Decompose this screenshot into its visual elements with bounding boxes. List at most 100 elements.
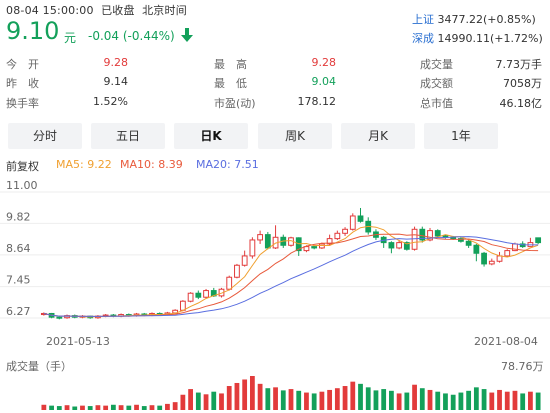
volume-bar bbox=[296, 390, 302, 410]
quote-header: 08-04 15:00:00 已收盘 北京时间 bbox=[6, 2, 187, 18]
index-name: 深成 bbox=[412, 32, 434, 45]
candle-body bbox=[264, 234, 271, 249]
ma20-line bbox=[43, 236, 539, 317]
kline-chart[interactable]: 11.00 9.82 8.64 7.45 6.27 2021-05-13 2021-08… bbox=[0, 178, 550, 413]
y-tick-label: 11.00 bbox=[6, 179, 38, 192]
index-shanghai[interactable]: 上证 3477.22(+0.85%) bbox=[412, 11, 536, 27]
volume-bar bbox=[195, 392, 201, 410]
volume-bar bbox=[466, 390, 472, 410]
candle-body bbox=[481, 252, 487, 265]
price-change: -0.04 (-0.44%) bbox=[88, 29, 175, 43]
quote-value: 9.04 bbox=[311, 75, 337, 88]
candle-body bbox=[226, 276, 233, 290]
volume-bar bbox=[458, 392, 464, 410]
volume-bar bbox=[80, 405, 85, 410]
price-unit: 元 bbox=[64, 31, 77, 45]
current-price: 9.10 bbox=[6, 17, 60, 45]
volume-bar bbox=[219, 393, 224, 410]
y-tick-label: 7.45 bbox=[6, 274, 31, 287]
candle-body bbox=[396, 242, 403, 249]
datetime: 08-04 15:00:00 bbox=[6, 4, 94, 17]
candle-body bbox=[403, 242, 410, 250]
volume-bar bbox=[226, 386, 232, 410]
x-label-start: 2021-05-13 bbox=[46, 335, 110, 348]
volume-bar bbox=[481, 389, 487, 410]
volume-bar bbox=[234, 382, 240, 410]
y-tick-label: 6.27 bbox=[6, 305, 31, 318]
volume-bar bbox=[211, 391, 217, 410]
candle-body bbox=[56, 316, 63, 319]
volume-bar bbox=[249, 376, 255, 410]
ma10-legend: MA10: 8.39 bbox=[120, 158, 183, 171]
volume-bars bbox=[41, 376, 541, 410]
quote-label: 换手率 bbox=[6, 97, 39, 110]
volume-bar bbox=[327, 389, 333, 410]
ma-lines bbox=[43, 225, 539, 318]
volume-bar bbox=[141, 406, 147, 410]
candle-body bbox=[249, 239, 256, 257]
volume-bar bbox=[358, 383, 363, 410]
volume-bar bbox=[265, 388, 271, 410]
tab-monthly-k[interactable]: 月K bbox=[341, 123, 415, 149]
volume-bar bbox=[49, 405, 54, 410]
volume-bar bbox=[497, 389, 502, 410]
candle-body bbox=[342, 228, 348, 234]
candle-body bbox=[203, 290, 209, 298]
quote-value: 9.14 bbox=[103, 75, 129, 88]
volume-bar bbox=[203, 394, 209, 410]
volume-bar bbox=[443, 393, 448, 410]
volume-bar bbox=[134, 404, 139, 410]
volume-bar bbox=[412, 384, 417, 410]
index-shenzhen[interactable]: 深成 14990.11(+1.72%) bbox=[412, 30, 543, 46]
quote-label: 成交额 bbox=[420, 77, 453, 90]
tab-one-year[interactable]: 1年 bbox=[424, 123, 498, 149]
candle-body bbox=[241, 255, 248, 266]
candle-body bbox=[357, 215, 364, 222]
volume-bar bbox=[72, 406, 78, 410]
volume-bar bbox=[157, 405, 163, 410]
tab-weekly-k[interactable]: 周K bbox=[258, 123, 332, 149]
candle-body bbox=[535, 237, 542, 244]
candle-body bbox=[488, 260, 495, 265]
candle-body bbox=[334, 232, 341, 240]
x-label-end: 2021-08-04 bbox=[474, 335, 538, 348]
candle-body bbox=[496, 255, 503, 262]
volume-bar bbox=[489, 392, 495, 410]
quote-label: 成交量 bbox=[420, 58, 453, 71]
tab-intraday[interactable]: 分时 bbox=[8, 123, 82, 149]
volume-bar bbox=[304, 392, 309, 410]
quote-value: 9.28 bbox=[311, 56, 337, 69]
volume-bar bbox=[450, 394, 456, 410]
volume-bar bbox=[110, 404, 116, 410]
volume-bar bbox=[87, 406, 93, 410]
candle-body bbox=[465, 240, 472, 246]
tab-five-day[interactable]: 五日 bbox=[91, 123, 165, 149]
volume-bar bbox=[311, 393, 317, 410]
adjust-mode[interactable]: 前复权 bbox=[6, 160, 39, 173]
quote-value: 9.28 bbox=[103, 56, 129, 69]
volume-bar bbox=[334, 388, 340, 410]
period-tabs: 分时 五日 日K 周K 月K 1年 bbox=[8, 123, 542, 149]
volume-bar bbox=[165, 403, 170, 410]
volume-bar bbox=[95, 405, 101, 410]
candle-body bbox=[195, 292, 202, 298]
candle-body bbox=[311, 246, 318, 249]
volume-bar bbox=[319, 391, 325, 410]
index-value: 14990.11(+1.72%) bbox=[437, 32, 543, 45]
volume-bar bbox=[404, 392, 410, 410]
volume-bar bbox=[427, 389, 433, 410]
y-tick-label: 8.64 bbox=[6, 242, 31, 255]
candlesticks bbox=[40, 207, 542, 320]
quote-value: 7.73万手 bbox=[495, 58, 543, 71]
volume-bar bbox=[288, 389, 294, 410]
volume-bar bbox=[512, 390, 518, 410]
y-axis-ticks: 11.00 9.82 8.64 7.45 6.27 bbox=[6, 179, 38, 318]
volume-max-label: 78.76万 bbox=[501, 360, 544, 373]
quote-label: 最 高 bbox=[214, 58, 247, 71]
chart-grid bbox=[0, 191, 550, 319]
volume-bar bbox=[389, 390, 394, 410]
volume-bar bbox=[280, 390, 286, 410]
tab-daily-k[interactable]: 日K bbox=[174, 123, 248, 149]
candle-body bbox=[326, 238, 333, 245]
volume-bar bbox=[188, 389, 193, 410]
